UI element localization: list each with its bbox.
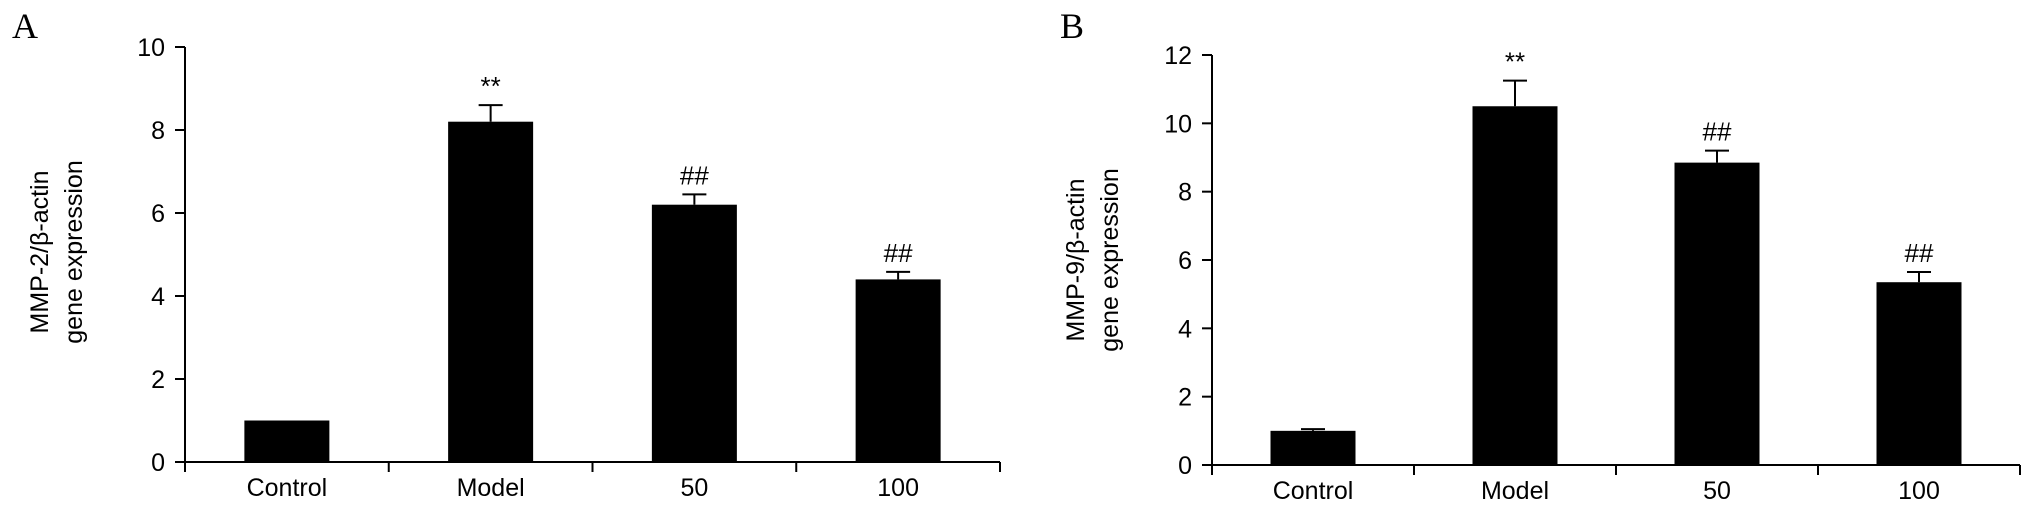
y-tick-label: 4 — [151, 283, 165, 311]
bar-100 — [855, 279, 941, 462]
x-tick-label: 100 — [877, 474, 919, 502]
significance-marker: ## — [1905, 238, 1934, 268]
x-tick-label: 50 — [1703, 477, 1731, 505]
bar-50 — [1674, 162, 1760, 465]
panel-letter: B — [1060, 6, 1084, 46]
y-tick-label: 10 — [1164, 110, 1192, 138]
x-tick-label: Control — [1273, 477, 1354, 505]
chart-panel-a: A 0 2 4 6 8 10 Control Model ** 50 ## 100 ## MMP-2/β-a… — [12, 6, 1001, 502]
x-tick-label: 50 — [680, 474, 708, 502]
bar-100 — [1876, 282, 1962, 465]
bar-control — [1270, 430, 1356, 465]
y-axis-title: gene expression — [60, 160, 88, 343]
x-tick-label: 100 — [1898, 477, 1940, 505]
y-axis-title: MMP-9/β-actin — [1062, 178, 1090, 341]
significance-marker: ** — [1505, 47, 1525, 77]
y-tick-label: 2 — [1178, 384, 1192, 412]
bar-model — [1472, 106, 1558, 465]
y-tick-label: 8 — [1178, 179, 1192, 207]
chart-panel-b: B 0 2 4 6 8 10 12 Control Model ** 50 ## 100 ## MMP-9/β… — [1060, 6, 2021, 505]
y-tick-label: 2 — [151, 366, 165, 394]
significance-marker: ## — [884, 238, 913, 268]
x-tick-label: Control — [247, 474, 328, 502]
bar-model — [448, 121, 534, 462]
y-tick-label: 12 — [1164, 42, 1192, 70]
y-tick-label: 0 — [151, 449, 165, 477]
y-tick-label: 6 — [151, 200, 165, 228]
y-tick-label: 10 — [137, 34, 165, 62]
significance-marker: ## — [680, 160, 709, 190]
x-tick-label: Model — [1481, 477, 1549, 505]
y-tick-label: 6 — [1178, 247, 1192, 275]
significance-marker: ** — [481, 71, 501, 101]
y-tick-label: 4 — [1178, 315, 1192, 343]
y-tick-label: 8 — [151, 117, 165, 145]
bar-50 — [651, 204, 737, 462]
y-tick-label: 0 — [1178, 452, 1192, 480]
panel-letter: A — [12, 6, 38, 46]
y-axis-title: gene expression — [1096, 168, 1124, 351]
bar-control — [244, 420, 330, 462]
significance-marker: ## — [1703, 117, 1732, 147]
x-tick-label: Model — [457, 474, 525, 502]
y-axis-title: MMP-2/β-actin — [26, 170, 54, 333]
